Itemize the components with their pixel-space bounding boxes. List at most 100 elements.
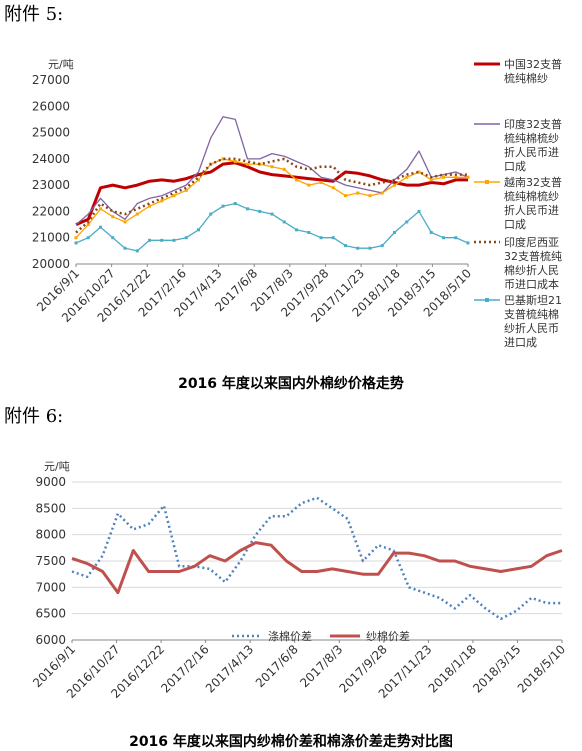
series-line-1 [75, 161, 468, 226]
series-5-point [172, 238, 176, 242]
series-line-4 [75, 157, 468, 234]
x-tick-label: 2017/4/13 [203, 642, 256, 695]
y-tick-label: 25000 [32, 126, 70, 140]
series-5-point [197, 228, 200, 232]
series-3-point [99, 207, 102, 211]
legend-marker-5 [485, 298, 489, 302]
series-3-point [233, 159, 237, 163]
series-5-point [344, 244, 347, 248]
series-5-point [258, 209, 262, 213]
legend-label-1: 涤棉价差 [268, 629, 312, 643]
series-3-point [123, 220, 127, 224]
series-5-point [111, 236, 115, 240]
series-5-point [295, 228, 298, 232]
series-5-point [246, 207, 249, 211]
series-3-point [442, 175, 445, 179]
legend-marker-3 [485, 180, 489, 184]
y-tick-label: 22000 [32, 204, 70, 218]
series-5-point [148, 238, 151, 242]
series-3-point [172, 194, 176, 198]
series-3-point [184, 188, 188, 192]
series-5-point [331, 236, 335, 240]
series-5-point [356, 246, 360, 250]
series-3-point [307, 183, 311, 187]
series-5-point [319, 236, 323, 240]
y-tick-label: 24000 [32, 152, 70, 166]
y-tick-label: 21000 [32, 231, 70, 245]
series-3-point [111, 215, 115, 219]
series-3-point [74, 236, 78, 240]
legend-label-2: 印度32支普梳纯棉梳纱折人民币进口成 [504, 117, 562, 173]
series-3-point [86, 223, 90, 227]
attachment-6-heading: 附件 6: [4, 406, 64, 427]
legend-label-4: 印度尼西亚 32支普梳纯棉纱折人民币进口成本 [504, 235, 562, 291]
series-5-point [380, 244, 384, 248]
series-3-point [221, 157, 225, 161]
attachment-5-heading: 附件 5: [4, 4, 64, 25]
series-3-point [368, 194, 372, 198]
y-tick-label: 9000 [35, 475, 66, 489]
series-3-point [160, 199, 164, 203]
series-5-point [454, 236, 458, 240]
y-tick-label: 8500 [35, 501, 66, 515]
series-5-point [368, 246, 372, 250]
series-5-point [417, 209, 421, 213]
series-line-1 [71, 496, 562, 621]
y-tick-label: 8000 [35, 528, 66, 542]
series-5-point [270, 212, 274, 216]
series-3-point [197, 178, 200, 182]
series-line-2 [71, 541, 563, 595]
series-3-point [295, 178, 298, 182]
series-5-point [123, 246, 127, 250]
series-3-point [393, 183, 396, 187]
series-5-point [429, 230, 433, 234]
y-tick-label: 23000 [32, 178, 70, 192]
series-5-point [282, 220, 286, 224]
series-5-point [135, 249, 139, 253]
cotton-yarn-price-chart: 20000 21000 22000 23000 24000 25000 26000 27000… [32, 57, 562, 349]
legend-label-5: 巴基斯坦21 支普梳纯棉纱折人民币进口成 [504, 293, 562, 349]
y-tick-label: 27000 [32, 73, 70, 87]
series-5-point [405, 220, 409, 224]
series-3-point [246, 162, 249, 166]
series-line-2 [75, 116, 469, 226]
series-3-point [270, 165, 274, 169]
series-3-point [356, 191, 360, 195]
x-tick-label: 2017/6/8 [253, 642, 301, 690]
series-3-point [466, 175, 470, 179]
series-5-point [393, 230, 396, 234]
y-tick-label: 20000 [32, 257, 70, 271]
y-tick-label: 7500 [35, 554, 66, 568]
series-3-point [148, 204, 151, 208]
chart1-title: 2016 年度以来国内外棉纱价格走势 [178, 376, 404, 392]
series-3-point [135, 212, 139, 216]
series-5-point [221, 204, 225, 208]
series-5-point [442, 236, 445, 240]
legend-label-3: 越南32支普梳纯棉梳纱折人民币进口成 [504, 175, 562, 231]
legend-label-2: 纱棉价差 [366, 629, 410, 643]
y-tick-label: 7000 [35, 580, 66, 594]
y-axis-unit: 元/吨 [44, 460, 70, 473]
series-3-point [331, 186, 335, 190]
series-5-point [209, 212, 213, 216]
series-5-point [99, 225, 102, 229]
series-3-point [380, 191, 384, 195]
series-5-point [466, 241, 470, 245]
series-3-point [319, 181, 323, 185]
price-spread-chart: 6000650070007500800085009000元/吨2016/9/12… [30, 460, 568, 701]
y-tick-label: 26000 [32, 99, 70, 113]
series-3-point [417, 170, 421, 174]
series-5-point [74, 241, 78, 245]
y-axis-unit: 元/吨 [48, 58, 74, 71]
series-3-point [344, 194, 347, 198]
series-5-point [160, 238, 164, 242]
series-3-point [282, 167, 286, 171]
y-tick-label: 6000 [35, 633, 66, 647]
series-5-point [86, 236, 90, 240]
series-line-3 [75, 158, 468, 239]
series-5-point [307, 230, 311, 234]
x-tick-label: 2018/5/10 [515, 642, 568, 695]
series-3-point [405, 175, 409, 179]
series-3-point [454, 175, 458, 179]
series-5-point [184, 236, 188, 240]
